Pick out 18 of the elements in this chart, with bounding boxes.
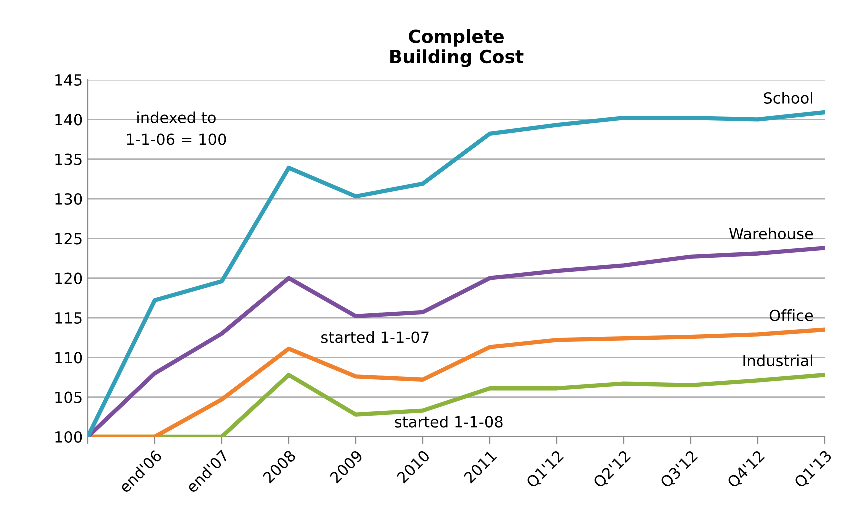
y-tick-label: 100	[56, 431, 82, 444]
y-tick-label: 110	[56, 352, 82, 364]
y-tick-label: 125	[56, 233, 82, 245]
series-label: Warehouse	[729, 228, 814, 240]
series-label: Office	[770, 310, 814, 322]
y-tick-label: 115	[56, 312, 82, 324]
y-tick-label: 105	[56, 392, 82, 404]
chart-title: Complete Building Cost	[390, 29, 524, 68]
annotation: started 1-1-08	[395, 416, 503, 428]
y-tick-label: 130	[56, 193, 82, 206]
annotation: indexed to 1-1-06 = 100	[127, 112, 226, 146]
y-tick-label: 120	[56, 272, 82, 284]
annotation: started 1-1-07	[322, 331, 429, 344]
y-tick-label: 135	[56, 154, 82, 166]
series-label: Industrial	[744, 354, 812, 367]
series-label: School	[764, 92, 812, 104]
y-tick-label: 140	[56, 114, 82, 126]
y-tick-label: 145	[56, 74, 82, 86]
